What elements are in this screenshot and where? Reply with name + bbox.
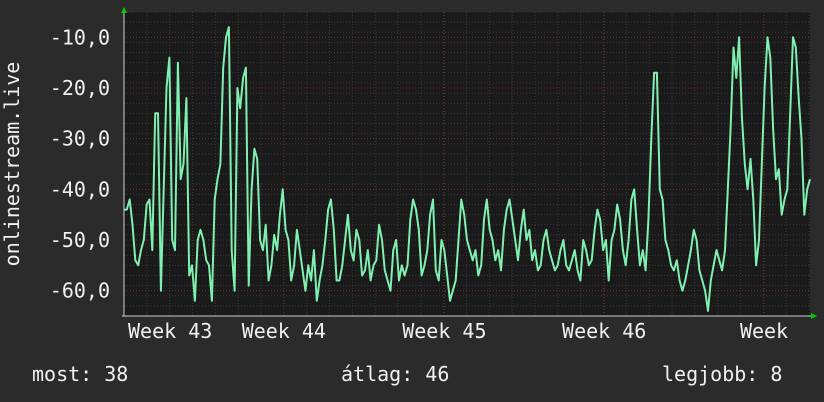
y-tick-label: -40,0 [50,177,110,201]
y-axis-title: onlinestream.live [0,62,24,267]
x-tick-label: Week 43 [128,319,212,343]
legend-current: most: 38 [32,362,129,386]
y-tick-label: -10,0 [50,25,110,49]
y-axis-arrow-icon [121,7,127,13]
y-tick-labels: -60,0 -50,0 -40,0 -30,0 -20,0 -10,0 [50,25,110,302]
x-tick-labels: Week 43 Week 44 Week 45 Week 46 Week [128,319,788,343]
x-axis-arrow-icon [811,313,817,319]
legend-best: legjobb: 8 [662,362,783,386]
x-tick-label: Week 44 [242,319,326,343]
legend-average: átlag: 46 [341,362,450,386]
y-tick-label: -30,0 [50,127,110,151]
y-tick-label: -60,0 [50,279,110,303]
x-tick-label: Week 46 [562,319,646,343]
y-tick-label: -50,0 [50,228,110,252]
grid [123,11,810,317]
y-tick-label: -20,0 [50,76,110,100]
chart: -60,0-50,0-40,0-30,0-20,0-10,0 Week 43 We… [0,7,817,343]
x-tick-label: Week [740,319,788,343]
x-tick-label: Week 45 [402,319,486,343]
series-line [124,26,811,312]
